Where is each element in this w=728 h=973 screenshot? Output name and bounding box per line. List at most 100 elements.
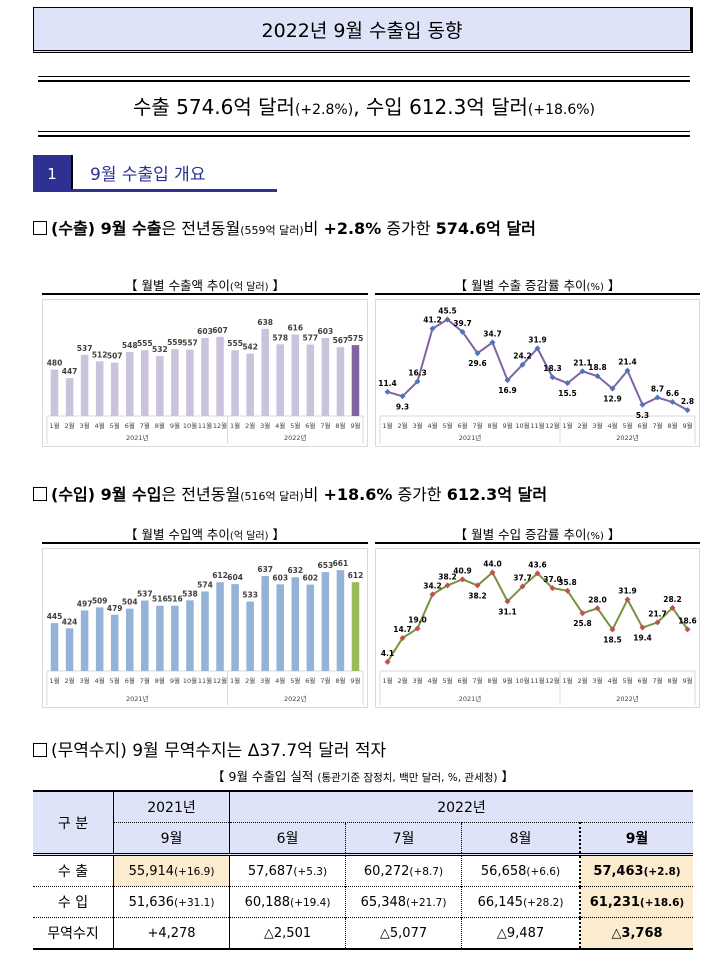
data-label: 40.9 (453, 566, 472, 575)
data-point (654, 394, 661, 401)
group-label: 2022년 (616, 433, 639, 442)
data-label: 509 (92, 596, 108, 605)
data-label: 21.4 (618, 358, 637, 367)
data-label: 38.2 (468, 591, 487, 600)
import-bullet-amount: 612.3억 달러 (446, 485, 548, 504)
data-label: 479 (107, 604, 123, 613)
x-tick-label: 1월 (49, 676, 59, 685)
bar (110, 614, 119, 671)
data-point (624, 367, 631, 374)
x-tick-label: 1월 (562, 676, 572, 685)
data-label: 538 (182, 589, 198, 598)
bar (306, 584, 315, 671)
data-label: 43.6 (528, 560, 547, 569)
data-label: 35.8 (558, 578, 577, 587)
x-tick-label: 6월 (457, 421, 467, 430)
table-cell: 55,914(+16.9) (113, 854, 230, 887)
data-label: 14.7 (393, 625, 412, 634)
x-tick-label: 4월 (607, 421, 617, 430)
data-point (474, 350, 481, 357)
bar (201, 337, 209, 416)
x-tick-label: 3월 (80, 421, 90, 430)
section-title: 9월 수출입 개요 (90, 165, 206, 185)
table-cell: 61,231(+18.6) (580, 886, 693, 918)
x-tick-label: 6월 (125, 421, 135, 430)
x-tick-label: 11월 (198, 676, 212, 685)
table-cell: 56,658(+6.6) (461, 854, 581, 887)
table-cell: 60,188(+19.4) (229, 886, 346, 918)
data-label: 19.0 (408, 615, 427, 624)
data-label: 41.2 (423, 316, 442, 325)
data-label: 28.2 (663, 595, 682, 604)
bar (50, 369, 59, 416)
x-tick-label: 8월 (155, 421, 165, 430)
data-point (459, 328, 466, 335)
data-label: 44.0 (483, 559, 502, 568)
x-tick-label: 8월 (487, 676, 497, 685)
x-tick-label: 2월 (397, 676, 407, 685)
export-bullet: (수출) 9월 수출은 전년동월(559억 달러)비 +2.8% 증가한 574… (33, 215, 536, 239)
table-cell: 60,272(+8.7) (345, 854, 462, 887)
x-tick-label: 6월 (125, 676, 135, 685)
data-point (444, 316, 451, 323)
x-tick-label: 5월 (442, 676, 452, 685)
group-label: 2021년 (126, 694, 149, 703)
data-label: 34.7 (483, 329, 502, 338)
data-point (459, 576, 466, 583)
bar (351, 582, 360, 671)
bar (216, 582, 224, 671)
data-label: 577 (303, 334, 319, 343)
bar (141, 350, 149, 416)
bar (171, 605, 179, 671)
export-bullet-prev: (559억 달러) (240, 224, 304, 237)
x-tick-label: 4월 (427, 676, 437, 685)
data-point (429, 325, 436, 332)
bar (80, 610, 89, 671)
x-tick-label: 5월 (442, 421, 452, 430)
data-label: 6.6 (666, 389, 679, 398)
data-label: 578 (272, 333, 288, 342)
data-label: 559 (167, 338, 183, 347)
x-tick-label: 8월 (155, 676, 165, 685)
x-tick-label: 11월 (530, 421, 544, 430)
group-label: 2022년 (284, 433, 307, 442)
data-label: 567 (333, 336, 349, 345)
export-bullet-rate: +2.8% (323, 219, 382, 238)
x-tick-label: 10월 (183, 676, 197, 685)
data-label: 37.0 (543, 575, 562, 584)
export-bullet-prefix: (수출) 9월 수출 (51, 219, 162, 238)
x-tick-label: 2월 (65, 676, 75, 685)
data-point (684, 407, 691, 414)
x-tick-label: 5월 (290, 421, 300, 430)
x-tick-label: 1월 (230, 421, 240, 430)
data-point (609, 626, 616, 633)
table-row: 수 입 51,636(+31.1) 60,188(+19.4) 65,348(+21.… (33, 886, 693, 918)
data-point (684, 626, 691, 633)
import-bullet-text: 은 전년동월 (161, 485, 241, 504)
x-tick-label: 3월 (592, 421, 602, 430)
headline-import: 수입 612.3억 달러 (365, 95, 528, 119)
data-label: 15.5 (558, 389, 577, 398)
x-tick-label: 2월 (397, 421, 407, 430)
x-tick-label: 5월 (290, 676, 300, 685)
x-tick-label: 8월 (487, 421, 497, 430)
data-label: 12.9 (603, 395, 622, 404)
page-title: 2022년 9월 수출입 동향 (261, 19, 463, 42)
x-tick-label: 2월 (65, 421, 75, 430)
data-label: 555 (137, 339, 153, 348)
bar (156, 605, 164, 671)
balance-bullet: (무역수지) 9월 무역수지는 Δ37.7억 달러 적자 (33, 736, 386, 761)
x-tick-label: 6월 (457, 676, 467, 685)
data-point (669, 604, 676, 611)
data-label: 516 (167, 595, 183, 604)
x-tick-label: 4월 (275, 676, 285, 685)
table-header-month: 7월 (345, 822, 462, 855)
import-amount-chart: 1월 2월 3월 4월 5월 6월 7월 8월 9월 10월 11월 12월 1월 2월 3월 4월 5월 6월 7… (42, 542, 368, 708)
x-tick-label: 8월 (335, 421, 345, 430)
data-label: 31.9 (618, 587, 637, 596)
data-point (579, 610, 586, 617)
table-cell: 66,145(+28.2) (461, 886, 581, 918)
import-bullet-prefix: (수입) 9월 수입 (51, 485, 162, 504)
bar (110, 362, 119, 416)
data-label: 661 (333, 559, 349, 568)
